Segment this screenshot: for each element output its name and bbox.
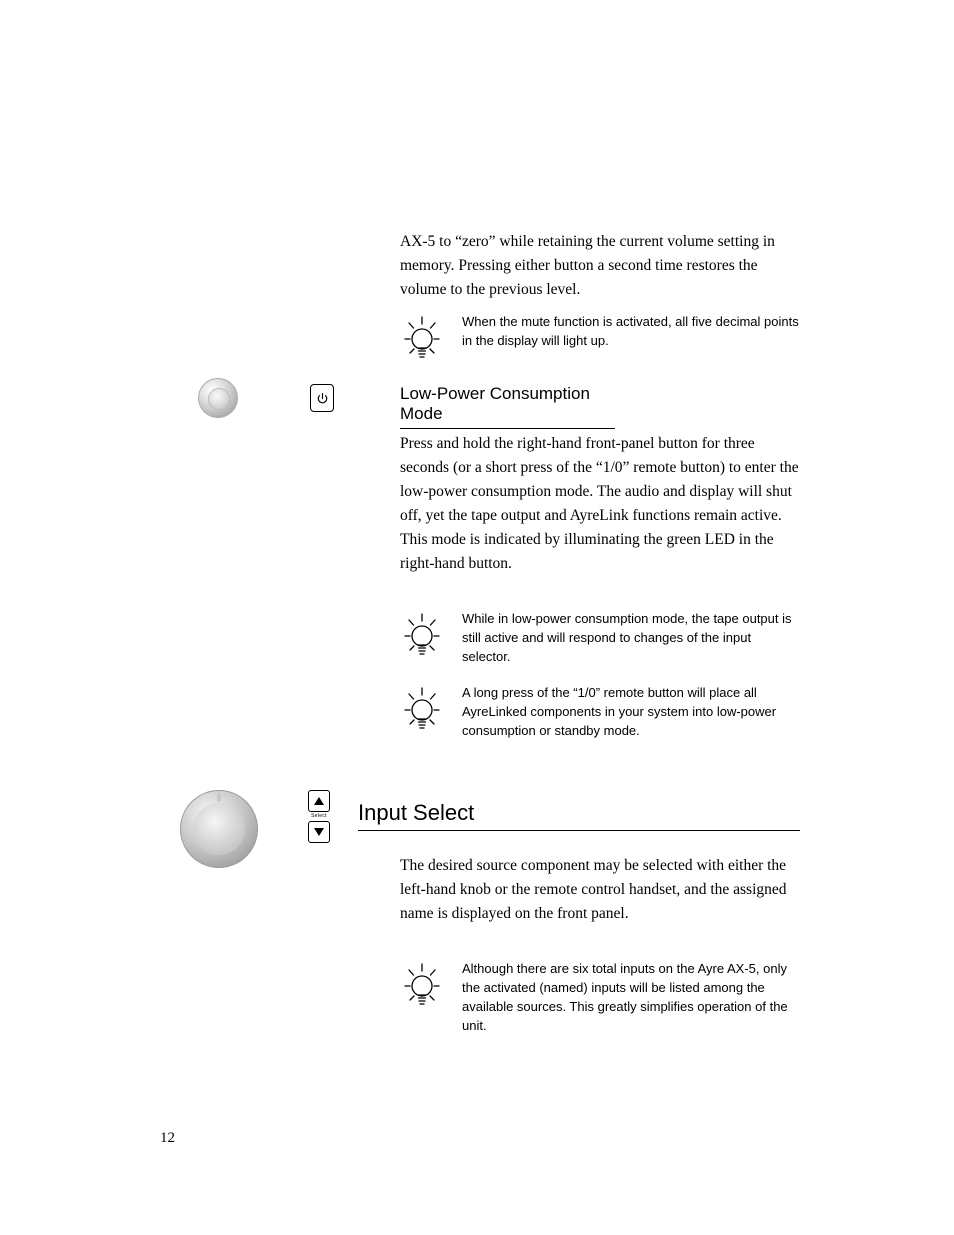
lowpower-body: Press and hold the right-hand front-pane…	[400, 432, 800, 576]
tip-input-1: Although there are six total inputs on t…	[400, 960, 800, 1035]
manual-page: AX-5 to “zero” while retaining the curre…	[0, 0, 954, 1235]
lightbulb-icon	[400, 684, 444, 734]
lightbulb-icon	[400, 960, 444, 1010]
page-number: 12	[160, 1130, 175, 1147]
power-button-icon	[310, 384, 334, 412]
tip-mute-text: When the mute function is activated, all…	[462, 313, 800, 351]
tip-lowpower-2-text: A long press of the “1/0” remote button …	[462, 684, 800, 741]
select-up-icon	[308, 790, 330, 812]
tip-input-1-text: Although there are six total inputs on t…	[462, 960, 800, 1035]
tip-lowpower-1: While in low-power consumption mode, the…	[400, 610, 800, 667]
input-select-body: The desired source component may be sele…	[400, 854, 800, 926]
front-panel-button-icon	[198, 378, 238, 418]
margin-lowpower-controls	[198, 378, 398, 418]
heading-input-select: Input Select	[358, 800, 800, 831]
margin-input-controls: Select	[180, 790, 330, 868]
heading-low-power: Low-Power Consumption Mode	[400, 384, 615, 429]
tip-lowpower-2: A long press of the “1/0” remote button …	[400, 684, 800, 741]
select-label: Select	[311, 814, 327, 819]
select-down-icon	[308, 821, 330, 843]
select-buttons: Select	[308, 790, 330, 843]
tip-mute: When the mute function is activated, all…	[400, 313, 800, 363]
lightbulb-icon	[400, 313, 444, 363]
intro-paragraph: AX-5 to “zero” while retaining the curre…	[400, 230, 800, 302]
lightbulb-icon	[400, 610, 444, 660]
tip-lowpower-1-text: While in low-power consumption mode, the…	[462, 610, 800, 667]
rotary-knob-icon	[180, 790, 258, 868]
